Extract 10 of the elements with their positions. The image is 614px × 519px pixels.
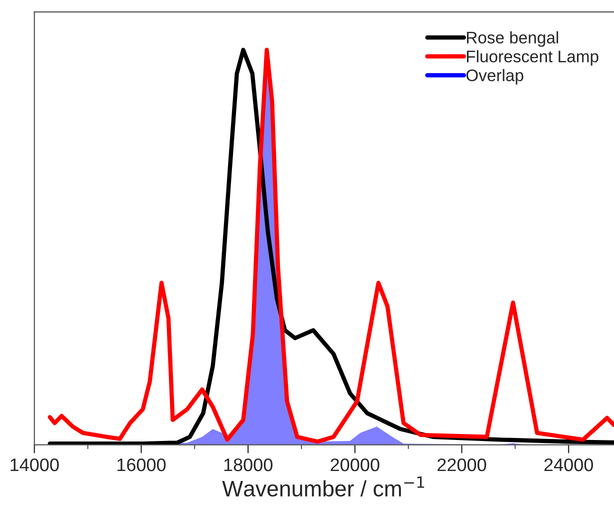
legend-label: Overlap [466,69,524,85]
x-tick-label: 22000 [438,458,486,472]
legend-label: Fluorescent Lamp [466,50,598,66]
x-tick-label: 20000 [330,458,380,472]
x-tick-label: 14000 [10,458,59,472]
x-tick-label: 18000 [224,458,272,472]
legend-label: Rose bengal [466,31,558,47]
x-axis-title: Wavenumber / cm$^{−1}$ [222,476,424,497]
x-tick-label: 24000 [544,458,593,472]
x-tick-label: 16000 [118,458,166,472]
